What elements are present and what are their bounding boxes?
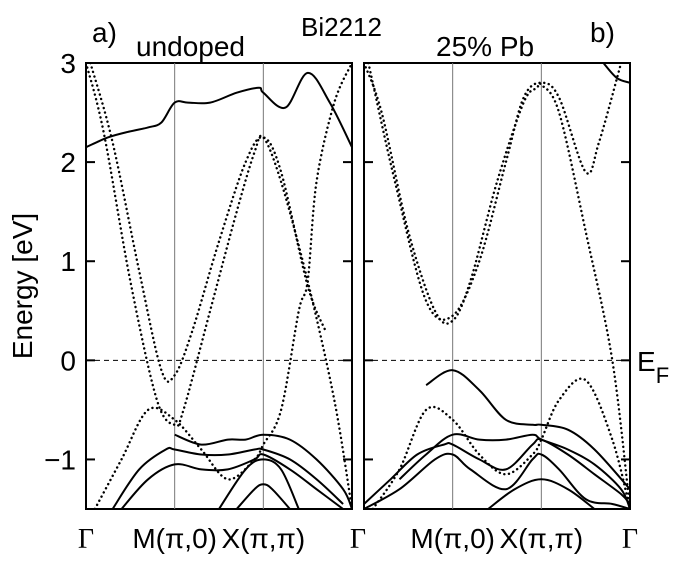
fermi-label-main: E xyxy=(637,346,656,377)
panel-b-band-5 xyxy=(602,63,630,84)
panel-b-band-7 xyxy=(367,63,623,321)
panel-a-tag: a) xyxy=(92,17,117,48)
figure-label: Bi2212 xyxy=(301,12,382,42)
y-axis-label: Energy [eV] xyxy=(7,213,38,359)
panel-a-band-5 xyxy=(235,483,291,509)
panel-b-band-0 xyxy=(425,369,630,490)
panel-a-band-7 xyxy=(89,63,327,383)
panel-a-band-3 xyxy=(120,453,344,509)
panel-b-xtick-label-0: M(π,0) xyxy=(410,523,495,554)
ytick-label-0: −1 xyxy=(44,444,76,475)
panel-b-doping-label: 25% Pb xyxy=(436,31,534,62)
panel-a-xtick-label-0: Γ xyxy=(78,524,94,555)
panel-a-xtick-label-1: M(π,0) xyxy=(132,523,217,554)
panel-a-doping-label: undoped xyxy=(136,31,245,62)
panel-b-frame xyxy=(363,62,631,510)
fermi-label-subscript: F xyxy=(656,363,669,388)
panel-a-band-0 xyxy=(86,71,352,149)
ytick-label-4: 3 xyxy=(60,48,76,79)
panel-b-band-2 xyxy=(364,438,630,505)
panel-a-band-4 xyxy=(218,458,300,509)
panel-b-band-4 xyxy=(487,478,596,509)
panel-b-band-3 xyxy=(364,452,630,509)
panel-b-band-6 xyxy=(364,63,630,509)
panel-b-xtick-label-2: Γ xyxy=(622,524,638,555)
panel-b-tag: b) xyxy=(590,17,615,48)
panel-a-xtick-label-2: X(π,π) xyxy=(221,523,305,554)
panel-b-plot xyxy=(364,62,630,509)
panel-a-plot xyxy=(86,62,352,509)
y-tick-labels: −1 0 1 2 3 xyxy=(44,48,76,475)
panel-b-band-1 xyxy=(398,433,630,509)
ytick-label-1: 0 xyxy=(60,345,76,376)
ytick-label-3: 2 xyxy=(60,147,76,178)
x-tick-labels: Γ M(π,0) X(π,π) Γ M(π,0) X(π,π) Γ xyxy=(78,523,638,555)
ytick-label-2: 1 xyxy=(60,246,76,277)
panel-a-xtick-label-3: Γ xyxy=(350,524,366,555)
panel-a-band-2 xyxy=(111,446,344,509)
panel-b-band-8 xyxy=(371,377,630,509)
panel-a-band-1 xyxy=(174,433,352,509)
fermi-level-label: EF xyxy=(637,346,669,388)
panel-a-band-8 xyxy=(93,63,352,509)
panel-b-xtick-label-1: X(π,π) xyxy=(499,523,583,554)
